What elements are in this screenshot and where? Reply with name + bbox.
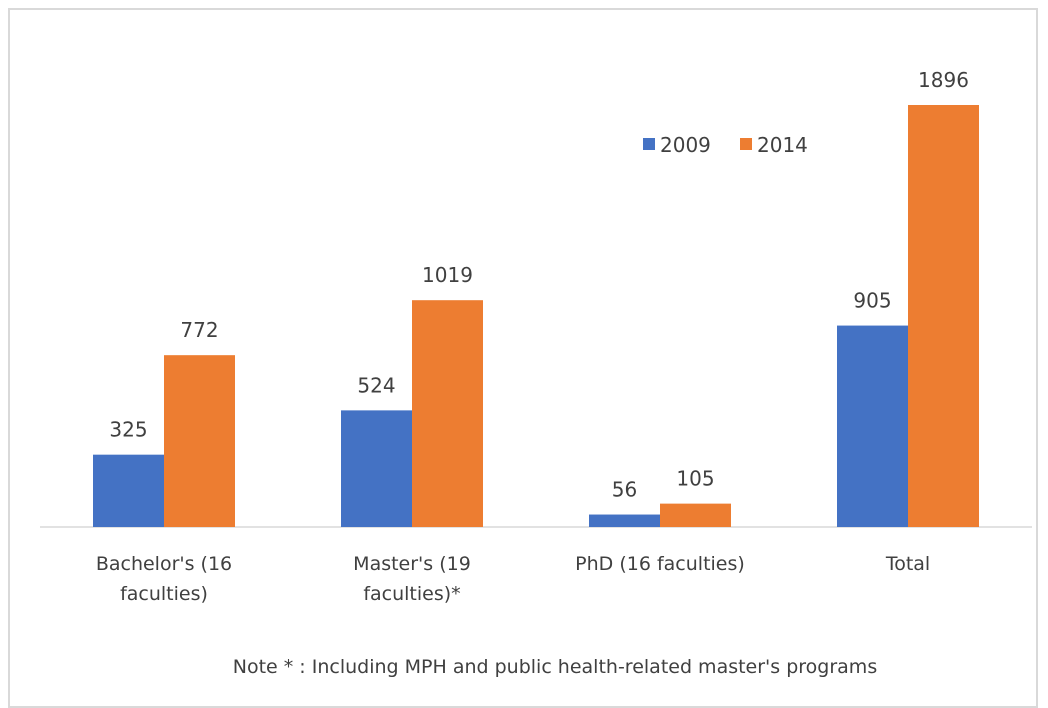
x-tick-label: Master's (19 faculties)*	[353, 553, 471, 605]
legend-swatch	[740, 138, 752, 150]
legend-label: 2009	[660, 133, 711, 157]
x-tick-label: Total	[885, 553, 931, 575]
bar	[341, 410, 412, 527]
bar	[164, 355, 235, 527]
data-label: 1019	[422, 263, 473, 287]
data-label: 524	[357, 373, 395, 397]
bar	[589, 514, 660, 527]
data-label: 56	[612, 478, 637, 502]
data-label: 325	[109, 418, 147, 442]
data-label: 905	[853, 289, 891, 313]
bar	[93, 454, 164, 527]
legend-swatch	[643, 138, 655, 150]
bar	[908, 105, 979, 527]
bar	[837, 325, 908, 527]
legend-label: 2014	[757, 133, 808, 157]
bar	[412, 300, 483, 527]
data-label: 772	[180, 318, 218, 342]
x-tick-label: Bachelor's (16 faculties)	[95, 553, 233, 605]
x-tick-label: PhD (16 faculties)	[575, 553, 745, 575]
annotation: Note * : Including MPH and public health…	[232, 656, 878, 678]
data-label: 105	[676, 467, 714, 491]
bar	[660, 503, 731, 527]
data-label: 1896	[918, 68, 969, 92]
